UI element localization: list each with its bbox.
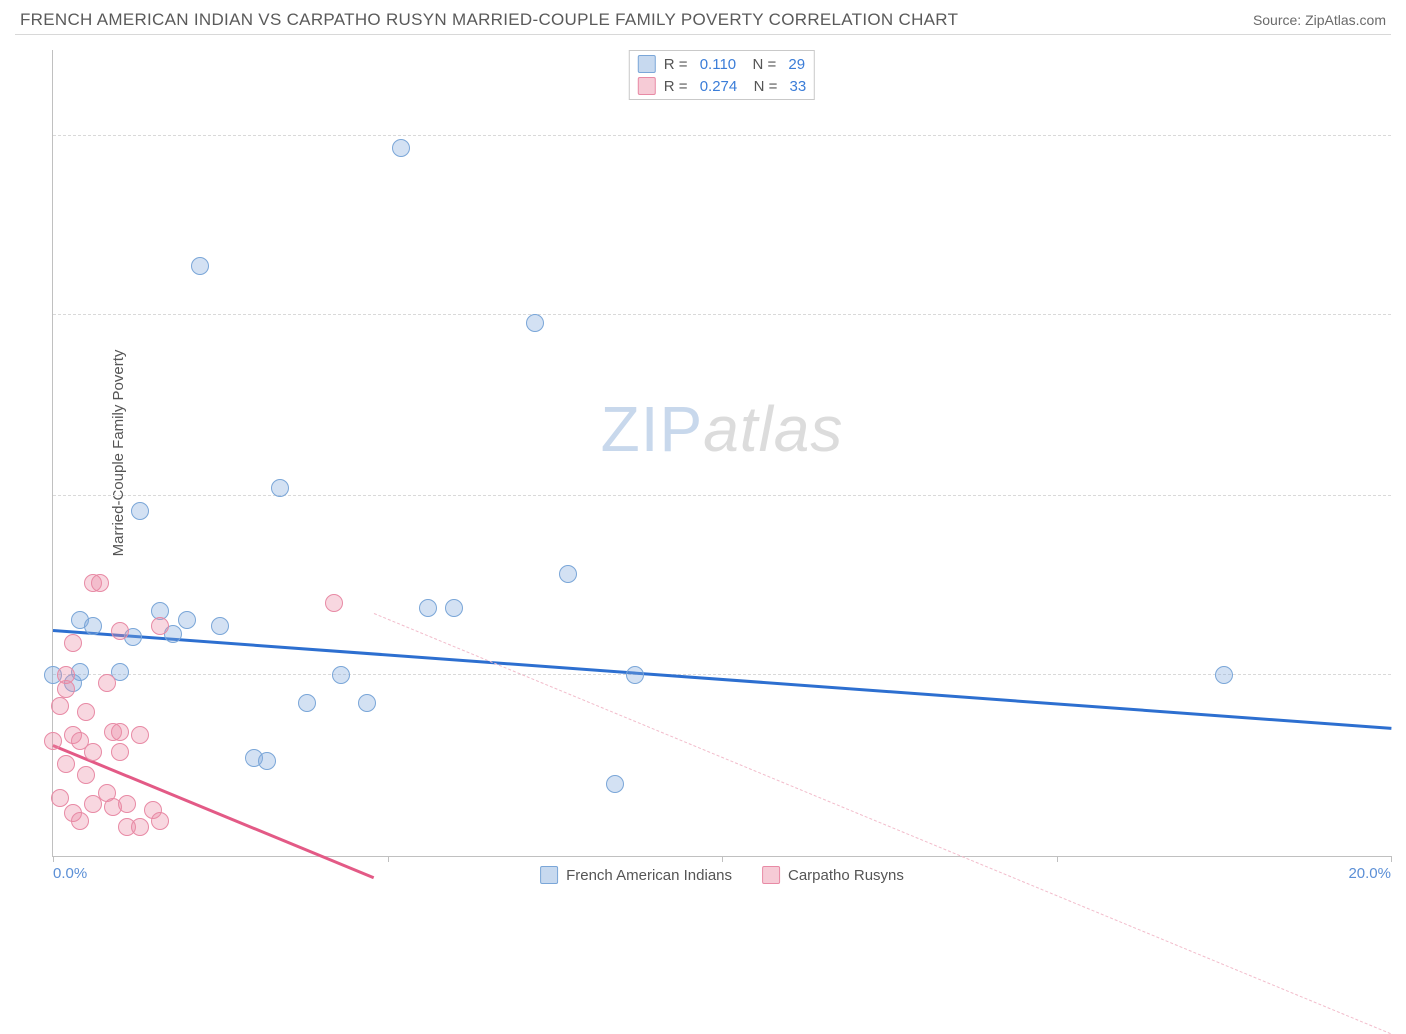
data-point (118, 795, 136, 813)
watermark-atlas: atlas (703, 393, 843, 465)
x-axis-min-label: 0.0% (53, 865, 87, 882)
data-point (131, 502, 149, 520)
data-point (131, 726, 149, 744)
x-tick-mark (388, 856, 389, 862)
x-tick-mark (722, 856, 723, 862)
data-point (332, 666, 350, 684)
gridline (53, 674, 1391, 675)
data-point (419, 599, 437, 617)
data-point (84, 743, 102, 761)
chart-area: Married-Couple Family Poverty ZIPatlas R… (52, 50, 1391, 857)
legend-top-row: R = 0.274 N = 33 (638, 75, 806, 97)
data-point (77, 703, 95, 721)
data-point (51, 697, 69, 715)
gridline (53, 314, 1391, 315)
watermark-zip: ZIP (601, 393, 704, 465)
trend-line (53, 629, 1391, 729)
n-value: 29 (784, 56, 805, 73)
chart-title: FRENCH AMERICAN INDIAN VS CARPATHO RUSYN… (20, 10, 958, 30)
gridline (53, 495, 1391, 496)
legend-top: R = 0.110 N = 29R = 0.274 N = 33 (629, 50, 815, 100)
data-point (191, 257, 209, 275)
legend-bottom-item: French American Indians (540, 866, 732, 884)
trend-line (53, 744, 375, 879)
data-point (271, 479, 289, 497)
data-point (71, 812, 89, 830)
data-point (626, 666, 644, 684)
data-point (445, 599, 463, 617)
data-point (559, 565, 577, 583)
n-label: N = (744, 56, 776, 73)
data-point (111, 622, 129, 640)
legend-top-row: R = 0.110 N = 29 (638, 53, 806, 75)
watermark: ZIPatlas (601, 392, 844, 466)
y-axis-label: Married-Couple Family Poverty (110, 350, 127, 557)
data-point (57, 755, 75, 773)
data-point (84, 617, 102, 635)
legend-bottom: French American Indians Carpatho Rusyns (540, 866, 904, 884)
legend-swatch-icon (762, 866, 780, 884)
data-point (325, 594, 343, 612)
x-axis-max-label: 20.0% (1348, 865, 1391, 882)
data-point (64, 634, 82, 652)
data-point (51, 789, 69, 807)
r-value: 0.110 (696, 56, 737, 73)
data-point (44, 732, 62, 750)
r-label: R = (664, 78, 688, 95)
data-point (178, 611, 196, 629)
gridline (53, 135, 1391, 136)
data-point (91, 574, 109, 592)
data-point (258, 752, 276, 770)
data-point (77, 766, 95, 784)
x-tick-mark (1391, 856, 1392, 862)
source-label: Source: ZipAtlas.com (1253, 12, 1386, 28)
data-point (526, 314, 544, 332)
data-point (111, 723, 129, 741)
data-point (358, 694, 376, 712)
data-point (98, 674, 116, 692)
legend-label: Carpatho Rusyns (788, 867, 904, 884)
data-point (298, 694, 316, 712)
header: FRENCH AMERICAN INDIAN VS CARPATHO RUSYN… (0, 0, 1406, 34)
legend-bottom-item: Carpatho Rusyns (762, 866, 904, 884)
divider (15, 34, 1391, 35)
data-point (606, 775, 624, 793)
data-point (57, 666, 75, 684)
data-point (211, 617, 229, 635)
x-tick-mark (1057, 856, 1058, 862)
legend-label: French American Indians (566, 867, 732, 884)
x-tick-mark (53, 856, 54, 862)
r-label: R = (664, 56, 688, 73)
data-point (111, 743, 129, 761)
data-point (151, 617, 169, 635)
data-point (131, 818, 149, 836)
data-point (1215, 666, 1233, 684)
data-point (151, 812, 169, 830)
legend-swatch-icon (540, 866, 558, 884)
r-value: 0.274 (696, 78, 738, 95)
data-point (392, 139, 410, 157)
n-value: 33 (785, 78, 806, 95)
legend-swatch-icon (638, 77, 656, 95)
n-label: N = (745, 78, 777, 95)
legend-swatch-icon (638, 55, 656, 73)
trend-line-extrapolated (374, 613, 1391, 1034)
